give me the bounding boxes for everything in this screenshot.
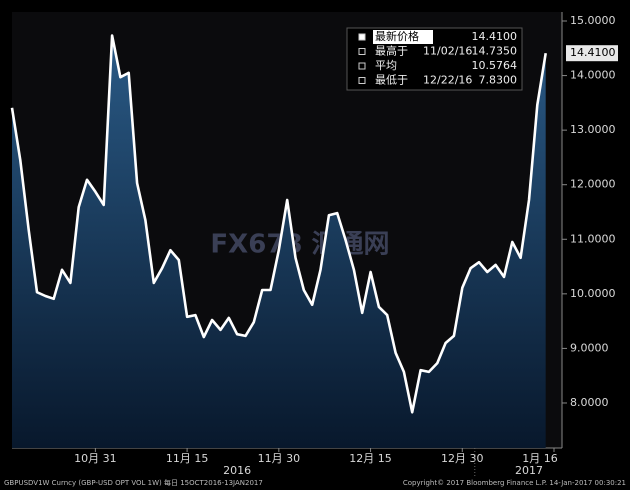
legend-name: 最新价格: [375, 29, 419, 43]
year-label: 2017: [515, 464, 543, 477]
legend-marker: [358, 62, 366, 70]
legend-value: 14.4100: [472, 30, 518, 43]
footer-left: GBPUSDV1W Curncy (GBP-USD OPT VOL 1W) 每日…: [4, 478, 263, 487]
y-tick-label: 12.0000: [570, 178, 616, 191]
line: [10, 34, 547, 414]
legend-highlight: [373, 30, 433, 44]
x-tick-label: 12月 30: [441, 452, 484, 465]
y-tick-label: 13.0000: [570, 123, 616, 136]
current-tag: 14.4100: [570, 46, 616, 59]
legend-date: 12/22/16: [423, 74, 472, 87]
y-tick-label: 8.0000: [570, 396, 609, 409]
legend-marker: [358, 33, 366, 41]
legend-date: 11/02/16: [423, 45, 472, 58]
footer-right: Copyright© 2017 Bloomberg Finance L.P. 1…: [403, 479, 626, 487]
y-tick-label: 10.0000: [570, 287, 616, 300]
area: [12, 35, 546, 448]
y-tick-label: 14.0000: [570, 69, 616, 82]
watermark: FX678 汇通网: [210, 230, 389, 260]
y-tick-label: 11.0000: [570, 232, 616, 245]
x-tick-label: 11月 15: [166, 452, 209, 465]
current-tag-box: [566, 45, 618, 62]
x-tick-label: 10月 31: [74, 452, 117, 465]
legend-marker: [358, 77, 366, 84]
y-tick-label: 9.0000: [570, 341, 609, 354]
year-label: 2016: [223, 464, 251, 477]
x-tick-label: 1月 16: [522, 452, 558, 465]
legend-value: 7.8300: [479, 74, 518, 87]
legend-value: 10.5764: [472, 59, 518, 72]
legend-value: 14.7350: [472, 45, 518, 58]
legend-name: 最低于: [375, 74, 408, 87]
legend-marker: [358, 48, 366, 55]
legend-name: 最高于: [375, 44, 408, 58]
y-tick-label: 15.0000: [570, 14, 616, 27]
x-tick-label: 12月 15: [349, 452, 392, 465]
x-tick-label: 11月 30: [258, 452, 301, 465]
legend-name: 平均: [375, 59, 397, 72]
